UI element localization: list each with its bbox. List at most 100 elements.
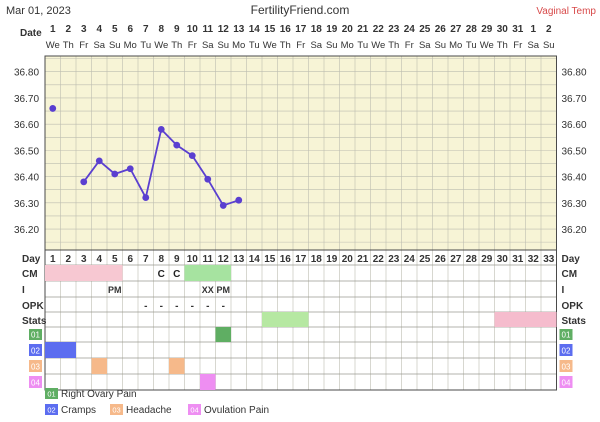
cm-cell-bg [76, 265, 92, 281]
weekday-tick-label: We [263, 40, 277, 51]
cm-cell-bg [45, 265, 61, 281]
ytick-left-label: 36.60 [14, 120, 39, 131]
legend-label: Headache [126, 405, 172, 416]
date-tick-label: 31 [512, 24, 524, 35]
weekday-tick-label: Su [326, 40, 338, 51]
legend-swatch [45, 404, 58, 415]
temp-point [80, 178, 88, 186]
weekday-tick-label: Tu [357, 40, 368, 51]
row-label-right: Stats [562, 316, 587, 327]
date-tick-label: 19 [326, 24, 338, 35]
intercourse-value-label: XX [202, 285, 214, 295]
legend-label: Cramps [61, 405, 96, 416]
opk-value-label: - [191, 301, 194, 312]
weekday-tick-label: Tu [249, 40, 260, 51]
symptom-code-left: 03 [31, 363, 40, 372]
opk-value-label: - [222, 301, 225, 312]
date-tick-label: 11 [202, 24, 213, 35]
temp-type: Vaginal Temp [536, 6, 596, 17]
temp-grid-bg [45, 56, 557, 250]
ytick-right-label: 36.60 [562, 120, 587, 131]
day-number-label: 21 [357, 254, 369, 265]
row-label-right: OPK [562, 301, 584, 312]
symptom-badge-left [29, 329, 42, 340]
opk-value-label: - [144, 301, 147, 312]
date-tick-label: 1 [530, 24, 536, 35]
day-number-label: 30 [497, 254, 509, 265]
date-row-label: Date [20, 28, 42, 39]
weekday-tick-label: Su [217, 40, 229, 51]
ytick-right-label: 36.70 [562, 94, 587, 105]
date-tick-label: 29 [481, 24, 493, 35]
day-number-label: 6 [127, 254, 133, 265]
weekday-tick-label: Mo [449, 40, 462, 51]
weekday-tick-label: Mo [341, 40, 354, 51]
date-tick-label: 24 [404, 24, 416, 35]
weekday-tick-label: We [371, 40, 385, 51]
day-number-label: 24 [404, 254, 416, 265]
cm-cell-bg [184, 265, 200, 281]
legend-code: 03 [112, 406, 120, 415]
symptom-badge-right [559, 360, 573, 372]
date-tick-label: 15 [264, 24, 276, 35]
day-number-label: 32 [528, 254, 540, 265]
row-label-right: I [562, 285, 565, 296]
row-label-right: CM [562, 269, 578, 280]
chart-date: Mar 01, 2023 [6, 5, 71, 17]
symptom-code-right: 02 [562, 347, 571, 356]
date-tick-label: 6 [127, 24, 133, 35]
day-number-label: 18 [311, 254, 323, 265]
ytick-right-label: 36.50 [562, 146, 587, 157]
date-tick-label: 20 [342, 24, 354, 35]
day-number-label: 9 [174, 254, 180, 265]
day-number-label: 19 [326, 254, 338, 265]
day-number-label: 1 [50, 254, 56, 265]
symptom-badge-right [559, 376, 573, 388]
stats-band-1 [494, 312, 557, 327]
day-number-label: 3 [81, 254, 87, 265]
row-label-left: Day [22, 254, 41, 265]
cm-cell-bg [215, 265, 231, 281]
day-number-label: 7 [143, 254, 149, 265]
date-tick-label: 3 [81, 24, 87, 35]
weekday-tick-label: Th [63, 40, 74, 51]
weekday-tick-label: Th [388, 40, 399, 51]
ytick-left-label: 36.50 [14, 146, 39, 157]
date-tick-label: 7 [143, 24, 149, 35]
day-number-label: 25 [419, 254, 431, 265]
day-number-label: 31 [512, 254, 524, 265]
symptom-cell-04 [200, 374, 216, 390]
symptom-badge-left [29, 376, 42, 388]
symptom-cell-03 [91, 358, 107, 374]
date-tick-label: 10 [187, 24, 199, 35]
ytick-left-label: 36.70 [14, 94, 39, 105]
weekday-tick-label: Sa [93, 40, 105, 51]
date-tick-label: 12 [218, 24, 230, 35]
day-number-label: 5 [112, 254, 118, 265]
symptom-cell-02 [60, 342, 76, 358]
symptom-badge-left [29, 360, 42, 372]
date-tick-label: 2 [546, 24, 552, 35]
date-tick-label: 2 [65, 24, 71, 35]
temp-point [173, 141, 181, 149]
day-number-label: 14 [249, 254, 261, 265]
day-number-label: 33 [543, 254, 555, 265]
ytick-right-label: 36.40 [562, 173, 587, 184]
symptom-cell-03 [169, 358, 185, 374]
temp-point [188, 152, 196, 160]
date-tick-label: 4 [96, 24, 102, 35]
weekday-tick-label: Tu [466, 40, 477, 51]
cm-cell-bg [107, 265, 123, 281]
legend-swatch [110, 404, 123, 415]
weekday-tick-label: Su [543, 40, 555, 51]
date-tick-label: 26 [435, 24, 447, 35]
cm-cell-bg [200, 265, 216, 281]
day-number-label: 27 [450, 254, 462, 265]
day-number-label: 26 [435, 254, 447, 265]
row-label-left: OPK [22, 301, 44, 312]
weekday-tick-label: Fr [79, 40, 88, 51]
site-name: FertilityFriend.com [251, 3, 350, 17]
cm-value-label: C [173, 269, 180, 280]
temp-point [95, 157, 103, 165]
day-number-label: 17 [295, 254, 307, 265]
